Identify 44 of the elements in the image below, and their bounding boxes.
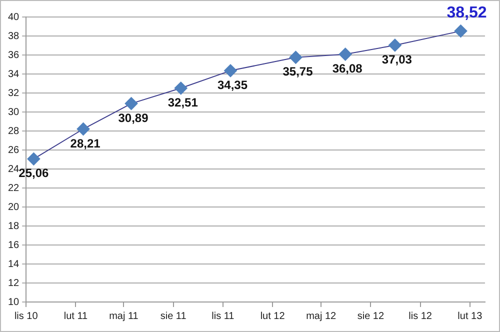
x-tick-label: lut 11 [64,310,88,322]
point [289,50,302,64]
y-tick-label: 16 [8,240,20,251]
y-tick-label: 20 [8,202,20,213]
point [454,24,468,38]
data-label: 32,51 [168,95,198,110]
y-tick-label: 22 [8,182,20,194]
x-tick-label: lut 12 [260,310,286,322]
x-tick-label: lut 13 [458,310,483,322]
x-tick-label: lis 11 [212,310,235,322]
x-tick-label: maj 12 [306,310,337,322]
data-label: 36,08 [332,62,363,76]
y-tick-label: 10 [8,296,20,308]
point [338,48,352,61]
x-tick-label: lis 12 [408,310,432,322]
data-label: 38,52 [446,4,487,22]
data-label: 37,03 [382,52,412,67]
data-label: 34,35 [217,78,248,92]
x-tick-label: lis 10 [14,310,38,322]
y-tick-label: 24 [8,164,20,175]
y-tick-label: 18 [8,220,20,232]
y-tick-label: 12 [8,278,20,289]
data-label: 28,21 [70,136,101,150]
data-label: 35,75 [282,64,314,79]
point [124,97,138,110]
point [388,38,402,52]
y-tick-label: 28 [8,126,20,137]
data-label: 30,89 [118,110,149,125]
x-tick-label: maj 11 [109,310,139,322]
point [224,64,237,78]
y-tick-label: 30 [8,106,20,118]
y-tick-label: 38 [8,30,20,42]
data-label: 25,06 [18,166,50,180]
point [27,152,40,166]
x-tick-label: sie 12 [357,310,384,322]
y-tick-label: 32 [8,88,20,99]
point [174,82,188,95]
point [76,122,90,136]
x-tick-label: sie 11 [160,310,187,322]
y-tick-label: 34 [8,68,20,80]
y-tick-label: 40 [8,12,20,23]
y-tick-label: 26 [8,144,20,156]
y-tick-label: 14 [8,258,20,270]
y-tick-label: 36 [8,50,20,61]
